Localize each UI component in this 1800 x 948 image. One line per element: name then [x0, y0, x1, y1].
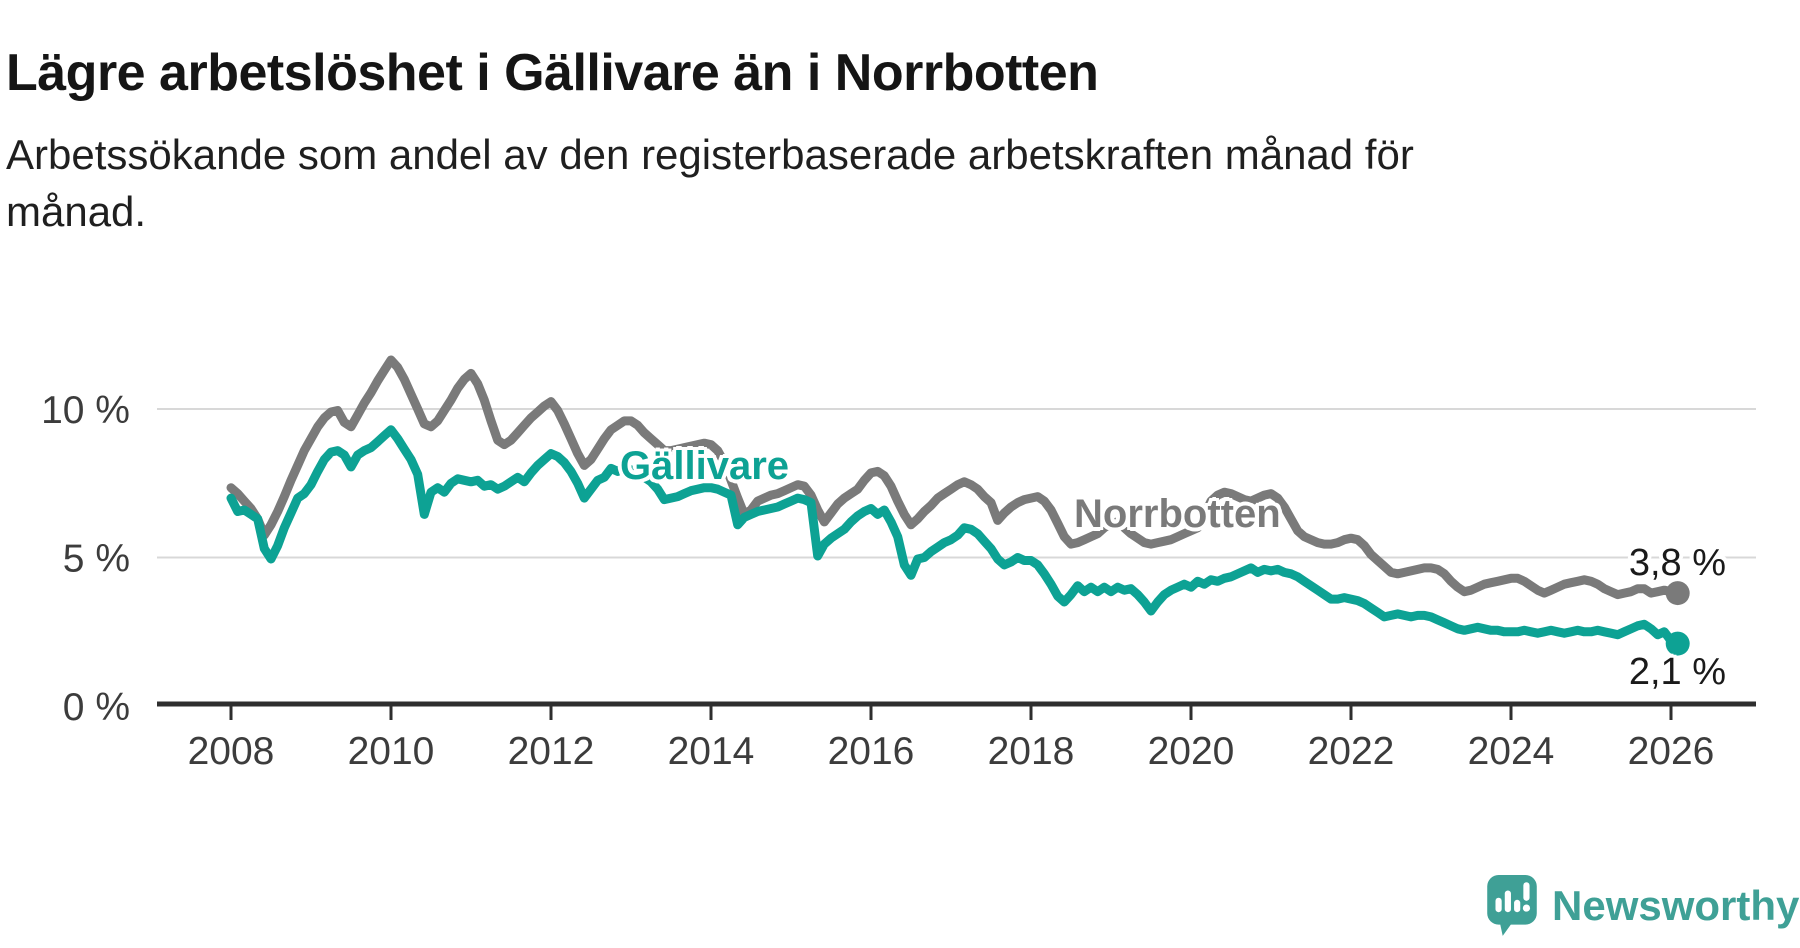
chart-subtitle: Arbetssökande som andel av den registerb…: [6, 126, 1606, 240]
x-tick-label: 2014: [668, 730, 755, 773]
y-tick-label: 5 %: [63, 538, 130, 581]
x-tick-label: 2016: [828, 730, 915, 773]
x-tick-label: 2022: [1308, 730, 1395, 773]
x-tick-label: 2012: [508, 730, 595, 773]
series-line-gällivare: [226, 425, 1683, 649]
chart-subtitle-line1: Arbetssökande som andel av den registerb…: [6, 131, 1414, 178]
x-tick-label: 2026: [1628, 730, 1715, 773]
x-tick-label: 2024: [1468, 730, 1555, 773]
y-tick-label: 0 %: [63, 686, 130, 729]
page-title: Lägre arbetslöshet i Gällivare än i Norr…: [6, 43, 1099, 102]
series-line-norrbotten: [226, 355, 1683, 600]
newsworthy-logo-icon: [1487, 875, 1537, 936]
newsworthy-logo-text: Newsworthy: [1552, 882, 1800, 929]
chart-subtitle-line2: månad.: [6, 188, 147, 235]
x-tick-label: 2008: [188, 730, 275, 773]
series-end-dot-norrbotten: [1665, 581, 1690, 606]
series-label-norrbotten: Norrbotten: [1074, 492, 1281, 536]
x-tick-label: 2010: [348, 730, 435, 773]
series-end-dot-gällivare: [1665, 631, 1690, 656]
y-tick-label: 10 %: [41, 389, 130, 432]
newsworthy-logo: Newsworthy: [1486, 874, 1799, 938]
x-tick-label: 2020: [1148, 730, 1235, 773]
end-value-label-norrbotten: 3,8 %: [1628, 542, 1726, 584]
x-tick-label: 2018: [988, 730, 1075, 773]
series-label-gallivare: Gällivare: [620, 444, 790, 488]
end-value-label-gallivare: 2,1 %: [1628, 651, 1726, 693]
